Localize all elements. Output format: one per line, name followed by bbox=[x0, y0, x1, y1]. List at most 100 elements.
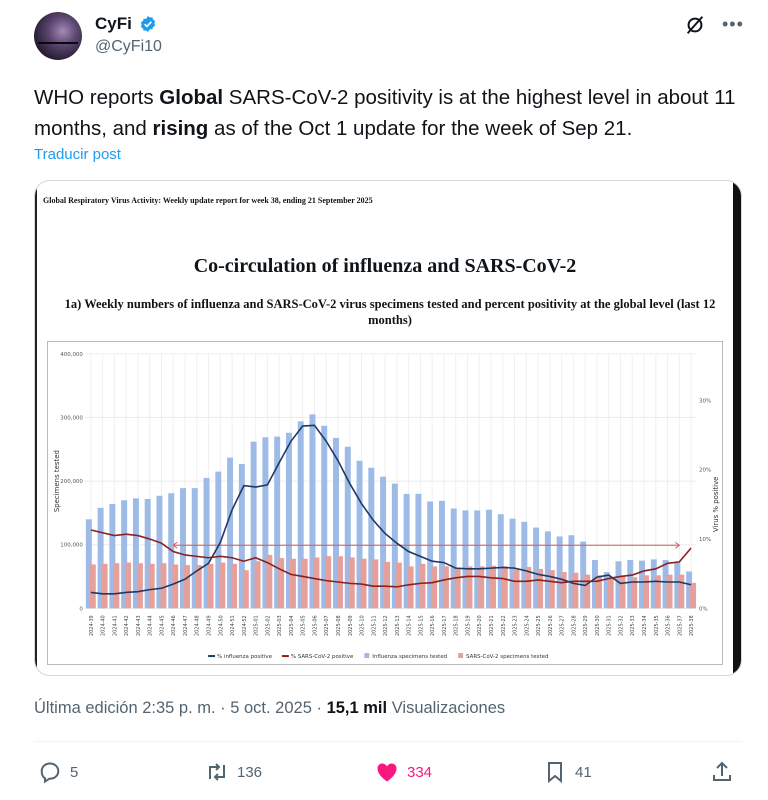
bar-influenza-tested bbox=[497, 514, 504, 609]
y2-tick-label: 10% bbox=[699, 537, 711, 543]
edit-timestamp[interactable]: Última edición 2:35 p. m. · 5 oct. 2025 … bbox=[34, 699, 327, 717]
repost-count: 136 bbox=[237, 763, 263, 781]
y2-axis-title: Virus % positive bbox=[712, 477, 720, 533]
heart-icon bbox=[377, 763, 397, 782]
more-options-icon[interactable]: ••• bbox=[722, 14, 744, 34]
x-tick-label: 2025-21 bbox=[489, 615, 495, 636]
text-bold-global: Global bbox=[159, 86, 224, 109]
bar-sars-cov-2-tested bbox=[372, 559, 379, 609]
bar-sars-cov-2-tested bbox=[125, 562, 132, 609]
x-tick-label: 2025-13 bbox=[395, 615, 401, 636]
x-tick-label: 2025-09 bbox=[348, 615, 354, 636]
bar-sars-cov-2-tested bbox=[325, 556, 332, 609]
bar-sars-cov-2-tested bbox=[490, 565, 496, 609]
like-count: 334 bbox=[407, 763, 433, 781]
bar-sars-cov-2-tested bbox=[607, 578, 614, 609]
x-tick-label: 2025-15 bbox=[418, 615, 424, 636]
bar-influenza-tested bbox=[603, 572, 610, 609]
reply-icon bbox=[40, 762, 60, 784]
x-tick-label: 2025-06 bbox=[312, 615, 318, 636]
bar-sars-cov-2-tested bbox=[431, 566, 438, 609]
line-sars-cov-2-positive bbox=[90, 529, 692, 588]
bar-influenza-tested bbox=[356, 460, 363, 609]
reply-button[interactable]: 5 bbox=[38, 760, 78, 784]
x-tick-label: 2024-49 bbox=[207, 615, 213, 636]
y-tick-label: 100,000 bbox=[60, 543, 83, 549]
divider bbox=[34, 741, 742, 742]
bar-influenza-tested bbox=[97, 507, 104, 609]
bar-sars-cov-2-tested bbox=[219, 562, 226, 609]
bar-influenza-tested bbox=[615, 561, 622, 609]
bar-influenza-tested bbox=[344, 446, 351, 609]
bookmark-icon bbox=[548, 762, 562, 784]
bar-sars-cov-2-tested bbox=[183, 565, 190, 609]
bar-sars-cov-2-tested bbox=[548, 570, 555, 609]
x-tick-label: 2024-43 bbox=[136, 615, 142, 636]
bar-influenza-tested bbox=[274, 436, 281, 609]
author-handle[interactable]: @CyFi10 bbox=[95, 38, 162, 55]
x-tick-label: 2025-01 bbox=[254, 615, 260, 636]
bar-sars-cov-2-tested bbox=[513, 569, 520, 609]
y2-tick-label: 20% bbox=[699, 468, 711, 474]
translate-post-link[interactable]: Traducir post bbox=[34, 146, 121, 163]
bar-sars-cov-2-tested bbox=[148, 563, 155, 609]
bookmark-button[interactable]: 41 bbox=[543, 760, 592, 784]
share-button[interactable] bbox=[710, 760, 734, 784]
x-tick-label: 2025-17 bbox=[442, 615, 448, 636]
bar-sars-cov-2-tested bbox=[690, 582, 697, 609]
bar-influenza-tested bbox=[662, 560, 669, 609]
x-tick-label: 2024-40 bbox=[101, 615, 107, 636]
bar-influenza-tested bbox=[639, 560, 646, 609]
bar-influenza-tested bbox=[486, 509, 493, 609]
bar-sars-cov-2-tested bbox=[537, 568, 544, 609]
bar-sars-cov-2-tested bbox=[207, 563, 214, 609]
x-tick-label: 2025-35 bbox=[654, 615, 660, 636]
bar-influenza-tested bbox=[285, 432, 292, 609]
image-title: Co-circulation of influenza and SARS-CoV… bbox=[193, 255, 577, 277]
x-tick-label: 2025-26 bbox=[548, 615, 554, 636]
bar-sars-cov-2-tested bbox=[101, 563, 108, 609]
x-tick-label: 2025-11 bbox=[371, 615, 377, 636]
bar-sars-cov-2-tested bbox=[407, 566, 414, 609]
x-tick-label: 2024-42 bbox=[124, 615, 130, 636]
bar-influenza-tested bbox=[415, 493, 422, 609]
x-tick-label: 2024-47 bbox=[183, 615, 189, 636]
bar-sars-cov-2-tested bbox=[360, 558, 367, 609]
bar-sars-cov-2-tested bbox=[266, 554, 273, 609]
x-tick-label: 2025-33 bbox=[630, 615, 636, 636]
bar-sars-cov-2-tested bbox=[466, 566, 473, 609]
avatar[interactable] bbox=[34, 12, 82, 60]
bar-sars-cov-2-tested bbox=[278, 558, 285, 609]
bar-influenza-tested bbox=[85, 519, 92, 609]
bar-influenza-tested bbox=[627, 560, 634, 609]
author-name[interactable]: CyFi bbox=[95, 14, 132, 33]
text-part: as of the Oct 1 update for the week of S… bbox=[208, 117, 633, 140]
like-button[interactable]: 334 bbox=[375, 760, 432, 784]
x-tick-label: 2024-44 bbox=[148, 615, 154, 636]
bar-sars-cov-2-tested bbox=[631, 577, 638, 609]
x-tick-label: 2025-16 bbox=[430, 615, 436, 636]
bar-influenza-tested bbox=[521, 521, 528, 609]
x-tick-label: 2025-20 bbox=[477, 615, 483, 636]
x-tick-label: 2025-22 bbox=[501, 615, 507, 636]
bar-sars-cov-2-tested bbox=[160, 563, 167, 609]
bar-sars-cov-2-tested bbox=[560, 572, 567, 609]
bar-sars-cov-2-tested bbox=[301, 558, 308, 609]
x-tick-label: 2025-08 bbox=[336, 615, 342, 636]
grok-icon[interactable] bbox=[684, 14, 706, 36]
bar-sars-cov-2-tested bbox=[442, 566, 449, 609]
x-tick-label: 2025-34 bbox=[642, 615, 648, 636]
repost-icon bbox=[209, 763, 225, 781]
y-axis-title: Specimens tested bbox=[53, 450, 61, 512]
bar-influenza-tested bbox=[674, 562, 681, 609]
bar-influenza-tested bbox=[203, 477, 210, 609]
bar-sars-cov-2-tested bbox=[231, 563, 238, 609]
bar-influenza-tested bbox=[556, 536, 563, 609]
tweet-image[interactable]: Global Respiratory Virus Activity: Weekl… bbox=[34, 180, 742, 676]
bar-influenza-tested bbox=[109, 504, 116, 609]
x-tick-label: 2025-12 bbox=[383, 615, 389, 636]
bar-sars-cov-2-tested bbox=[172, 564, 179, 609]
x-tick-label: 2025-14 bbox=[407, 615, 413, 636]
repost-button[interactable]: 136 bbox=[205, 760, 262, 784]
y-tick-label: 300,000 bbox=[60, 416, 83, 422]
